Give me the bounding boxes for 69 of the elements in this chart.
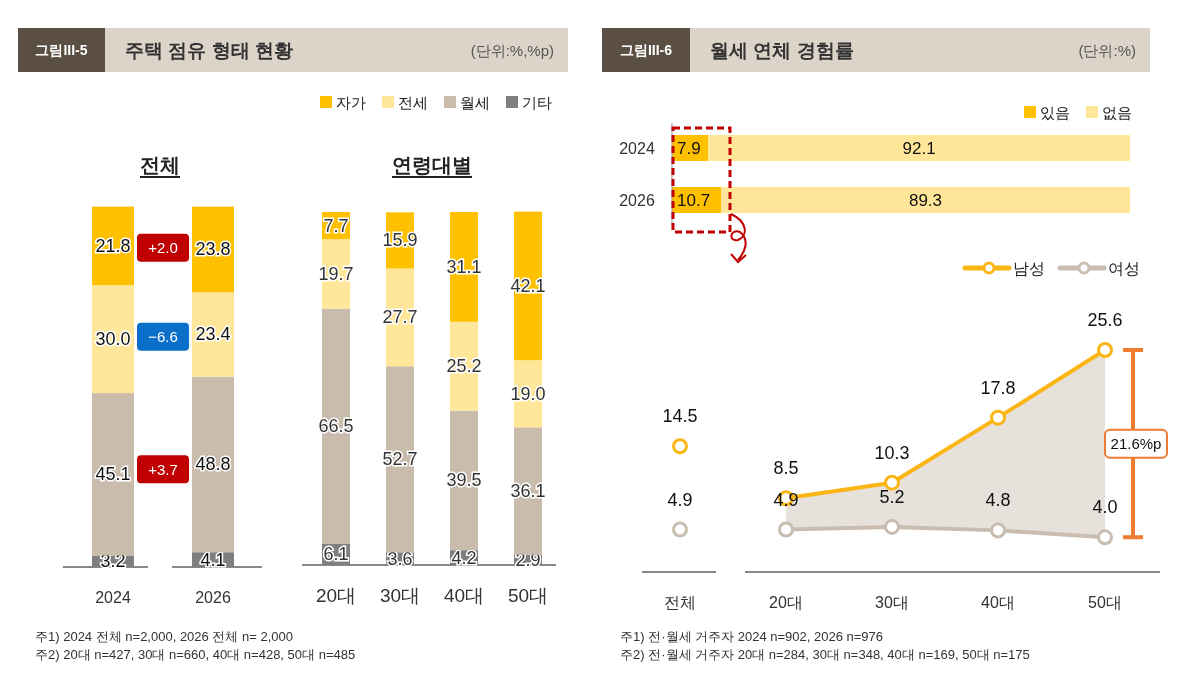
annotation: +2.0 [148, 239, 178, 257]
text: 주2) 20대 n=427, 30대 n=660, 40대 n=428, 50대 n=485 [35, 646, 356, 662]
data-label: 10.3 [874, 442, 910, 463]
x-tick-label: 40대 [443, 584, 485, 606]
data-label: 25.6 [1087, 310, 1123, 330]
data-label: 21.8 [95, 235, 131, 256]
legend-label: 전세 [398, 93, 428, 111]
data-label: 19.7 [318, 263, 354, 284]
data-label: 30.0 [95, 329, 131, 350]
text: 그림III-6 [619, 42, 673, 58]
x-tick-label: 50대 [1088, 593, 1122, 611]
bar [192, 376, 234, 553]
data-label: 23.8 [195, 239, 231, 260]
x-tick-label: 전체 [664, 593, 696, 611]
legend-label: 없음 [1102, 103, 1132, 121]
x-tick-label: 30대 [875, 593, 909, 611]
data-label: 8.5 [773, 458, 799, 479]
data-label: 6.1 [323, 544, 349, 565]
data-label: 92.1 [902, 138, 936, 158]
legend-label: 자가 [336, 93, 366, 111]
legend-label: 여성 [1108, 259, 1140, 277]
x-tick-label: 20대 [769, 593, 803, 611]
text: 주1) 전·월세 거주자 2024 n=902, 2026 n=976 [620, 628, 884, 644]
data-label: 4.9 [667, 489, 693, 510]
legend-label: 있음 [1040, 103, 1070, 121]
data-label: 10.7 [677, 190, 711, 210]
data-label: 25.2 [446, 356, 482, 377]
text: 그림III-5 [35, 42, 88, 58]
data-label: 45.1 [95, 464, 131, 485]
legend-label: 남성 [1013, 259, 1045, 277]
annotation: 21.6%p [1110, 435, 1162, 453]
data-label: 4.2 [451, 547, 477, 568]
data-label: 5.2 [879, 486, 905, 507]
data-label: 3.6 [387, 548, 413, 569]
x-tick-label: 20대 [315, 584, 357, 606]
data-label: 4.8 [985, 490, 1011, 511]
annotation: +3.7 [148, 460, 178, 478]
data-label: 48.8 [195, 454, 231, 475]
x-tick-label: 40대 [981, 593, 1015, 611]
data-label: 4.0 [1092, 497, 1118, 518]
data-label: 39.5 [446, 470, 482, 491]
x-tick-label: 2026 [195, 588, 231, 606]
text: 주1) 2024 전체 n=2,000, 2026 전체 n= 2,000 [35, 628, 294, 644]
data-label: 7.7 [323, 215, 349, 236]
data-label: 89.3 [908, 190, 943, 210]
x-tick-label: 50대 [507, 584, 549, 606]
data-label: 14.5 [662, 406, 698, 427]
x-tick-label: 2024 [95, 588, 131, 606]
text: 주택 점유 형태 현황 [125, 39, 293, 61]
chart-title: 연령대별 [392, 154, 472, 176]
data-label: 52.7 [382, 449, 418, 470]
data-label: 36.1 [510, 481, 546, 502]
legend-label: 월세 [460, 93, 490, 111]
data-label: 4.1 [200, 549, 226, 570]
bar [92, 393, 134, 556]
legend-label: 기타 [522, 93, 552, 111]
text: (단위:%) [1078, 41, 1136, 59]
data-label: 23.4 [195, 324, 231, 345]
annotation: −6.6 [148, 328, 178, 346]
x-tick-label: 30대 [379, 584, 421, 606]
chart-title: 전체 [140, 154, 180, 176]
data-label: 66.5 [318, 416, 354, 437]
data-label: 27.7 [382, 307, 418, 328]
data-label: 19.0 [510, 383, 546, 404]
data-label: 17.8 [980, 377, 1016, 398]
text: 주2) 전·월세 거주자 20대 n=284, 30대 n=348, 40대 n=169, 50대 n=175 [620, 646, 1030, 662]
data-label: 7.9 [677, 138, 701, 158]
text: (단위:%,%p) [470, 41, 554, 59]
text: 월세 연체 경험률 [710, 39, 854, 61]
